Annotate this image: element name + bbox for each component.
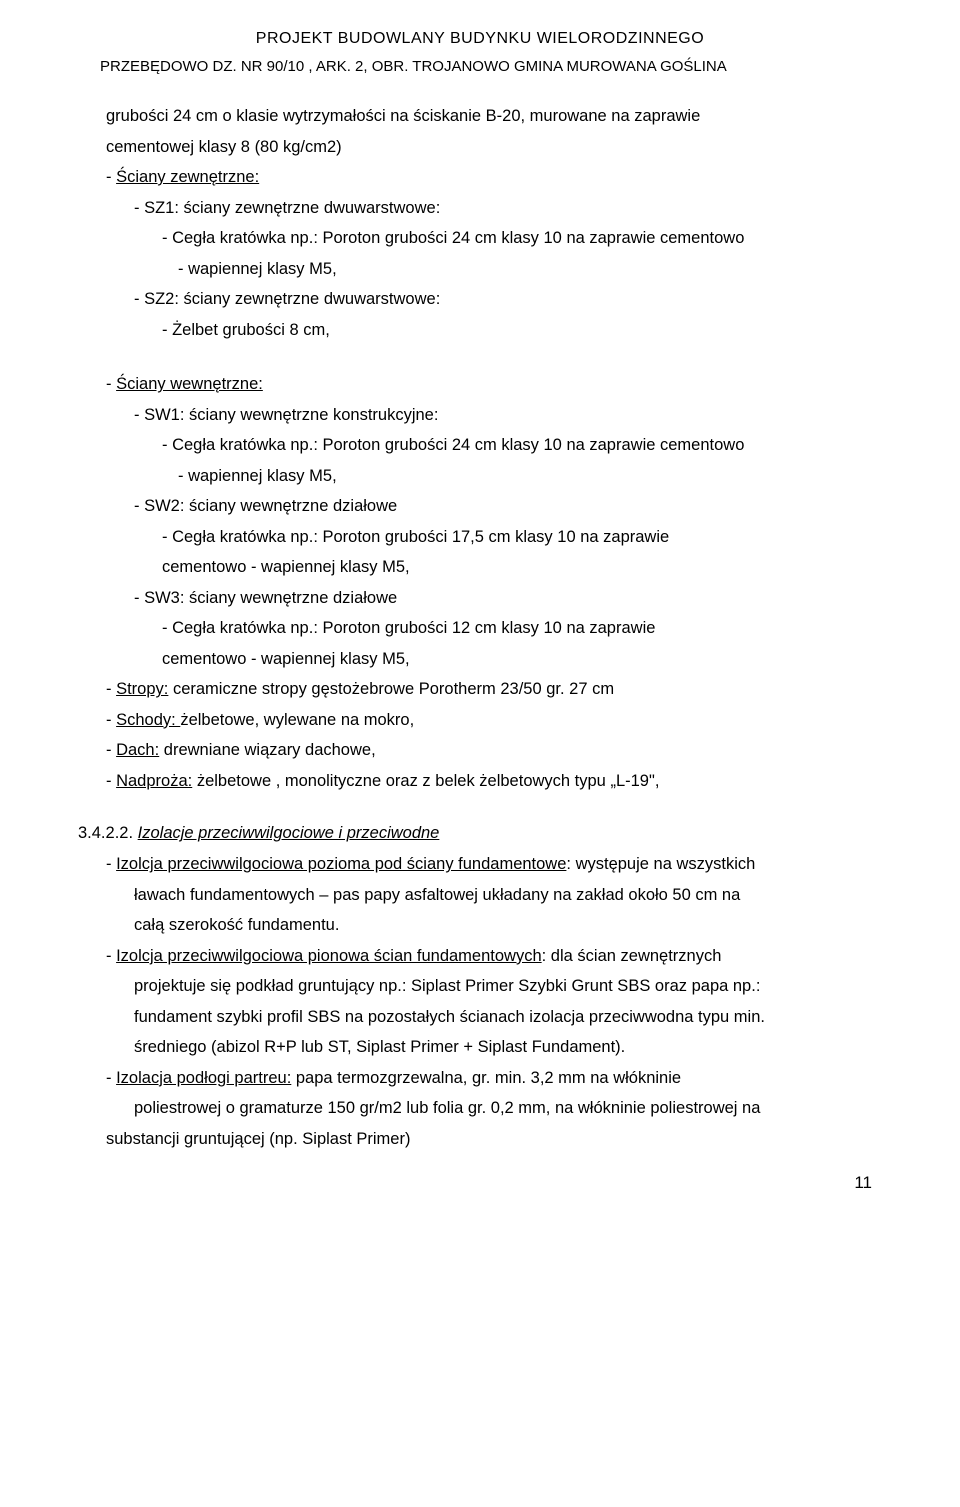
header-title: PROJEKT BUDOWLANY BUDYNKU WIELORODZINNEG… <box>78 30 882 48</box>
body-text-block: grubości 24 cm o klasie wytrzymałości na… <box>78 101 882 796</box>
dash: - <box>106 711 116 729</box>
para-line: cementowej klasy 8 (80 kg/cm2) <box>106 132 882 163</box>
list-item: - SZ2: ściany zewnętrzne dwuwarstwowe: <box>134 284 882 315</box>
dach-label: Dach: <box>116 741 159 759</box>
dash: - <box>106 680 116 698</box>
dach-text: drewniane wiązary dachowe, <box>159 741 375 759</box>
list-item: - SW3: ściany wewnętrzne działowe <box>134 583 882 614</box>
izolacja-pionowa-text: : dla ścian zewnętrznych <box>542 947 722 965</box>
header-subtitle: PRZEBĘDOWO DZ. NR 90/10 , ARK. 2, OBR. T… <box>100 58 882 75</box>
para-line: projektuje się podkład gruntujący np.: S… <box>134 971 882 1002</box>
section-title: Izolacje przeciwwilgociowe i przeciwodne <box>138 824 440 842</box>
list-item: - Stropy: ceramiczne stropy gęstożebrowe… <box>106 674 882 705</box>
list-item: cementowo - wapiennej klasy M5, <box>162 552 882 583</box>
list-item: - Nadproża: żelbetowe , monolityczne ora… <box>106 766 882 797</box>
izolacja-pozioma-label: Izolcja przeciwwilgociowa pozioma pod śc… <box>116 855 566 873</box>
list-item: - Cegła kratówka np.: Poroton grubości 2… <box>162 223 882 254</box>
sciany-wewnetrzne-label: Ściany wewnętrzne: <box>116 375 263 393</box>
izolacja-pionowa-label: Izolcja przeciwwilgociowa pionowa ścian … <box>116 947 542 965</box>
list-item: - Izolcja przeciwwilgociowa pozioma pod … <box>106 849 882 880</box>
list-item: cementowo - wapiennej klasy M5, <box>162 644 882 675</box>
para-line: średniego (abizol R+P lub ST, Siplast Pr… <box>134 1032 882 1063</box>
schody-text: żelbetowe, wylewane na mokro, <box>180 711 414 729</box>
list-item: - Ściany zewnętrzne: <box>106 162 882 193</box>
dash: - <box>106 947 116 965</box>
list-item: - Dach: drewniane wiązary dachowe, <box>106 735 882 766</box>
list-item: - SW2: ściany wewnętrzne działowe <box>134 491 882 522</box>
document-page: PROJEKT BUDOWLANY BUDYNKU WIELORODZINNEG… <box>0 0 960 1233</box>
schody-label: Schody: <box>116 711 180 729</box>
list-item: - SW1: ściany wewnętrzne konstrukcyjne: <box>134 400 882 431</box>
stropy-label: Stropy: <box>116 680 168 698</box>
para-line: poliestrowej o gramaturze 150 gr/m2 lub … <box>134 1093 882 1124</box>
list-item: - wapiennej klasy M5, <box>178 461 882 492</box>
page-number: 11 <box>78 1173 882 1193</box>
stropy-text: ceramiczne stropy gęstożebrowe Porotherm… <box>168 680 614 698</box>
dash: - <box>106 772 116 790</box>
nadproza-label: Nadproża: <box>116 772 192 790</box>
list-item: - Cegła kratówka np.: Poroton grubości 2… <box>162 430 882 461</box>
section-heading: 3.4.2.2. Izolacje przeciwwilgociowe i pr… <box>78 824 882 843</box>
para-line: substancji gruntującej (np. Siplast Prim… <box>106 1124 882 1155</box>
nadproza-text: żelbetowe , monolityczne oraz z belek że… <box>192 772 659 790</box>
dash: - <box>106 855 116 873</box>
dash: - <box>106 741 116 759</box>
list-item: - SZ1: ściany zewnętrzne dwuwarstwowe: <box>134 193 882 224</box>
list-item: - Ściany wewnętrzne: <box>106 369 882 400</box>
section-number: 3.4.2.2. <box>78 824 138 842</box>
list-item: - Schody: żelbetowe, wylewane na mokro, <box>106 705 882 736</box>
list-item: - wapiennej klasy M5, <box>178 254 882 285</box>
dash: - <box>106 168 116 186</box>
list-item: - Żelbet grubości 8 cm, <box>162 315 882 346</box>
list-item: - Izolcja przeciwwilgociowa pionowa ścia… <box>106 941 882 972</box>
section-body: - Izolcja przeciwwilgociowa pozioma pod … <box>78 849 882 1154</box>
list-item: - Cegła kratówka np.: Poroton grubości 1… <box>162 522 882 553</box>
para-line: ławach fundamentowych – pas papy asfalto… <box>134 880 882 911</box>
para-line: grubości 24 cm o klasie wytrzymałości na… <box>106 101 882 132</box>
izolacja-pozioma-text: : występuje na wszystkich <box>566 855 755 873</box>
list-item: - Cegła kratówka np.: Poroton grubości 1… <box>162 613 882 644</box>
sciany-zewnetrzne-label: Ściany zewnętrzne: <box>116 168 259 186</box>
para-line: fundament szybki profil SBS na pozostały… <box>134 1002 882 1033</box>
dash: - <box>106 375 116 393</box>
list-item: - Izolacja podłogi partreu: papa termozg… <box>106 1063 882 1094</box>
dash: - <box>106 1069 116 1087</box>
izolacja-podlogi-text: papa termozgrzewalna, gr. min. 3,2 mm na… <box>291 1069 681 1087</box>
blank-line <box>78 345 882 369</box>
izolacja-podlogi-label: Izolacja podłogi partreu: <box>116 1069 291 1087</box>
para-line: całą szerokość fundamentu. <box>134 910 882 941</box>
